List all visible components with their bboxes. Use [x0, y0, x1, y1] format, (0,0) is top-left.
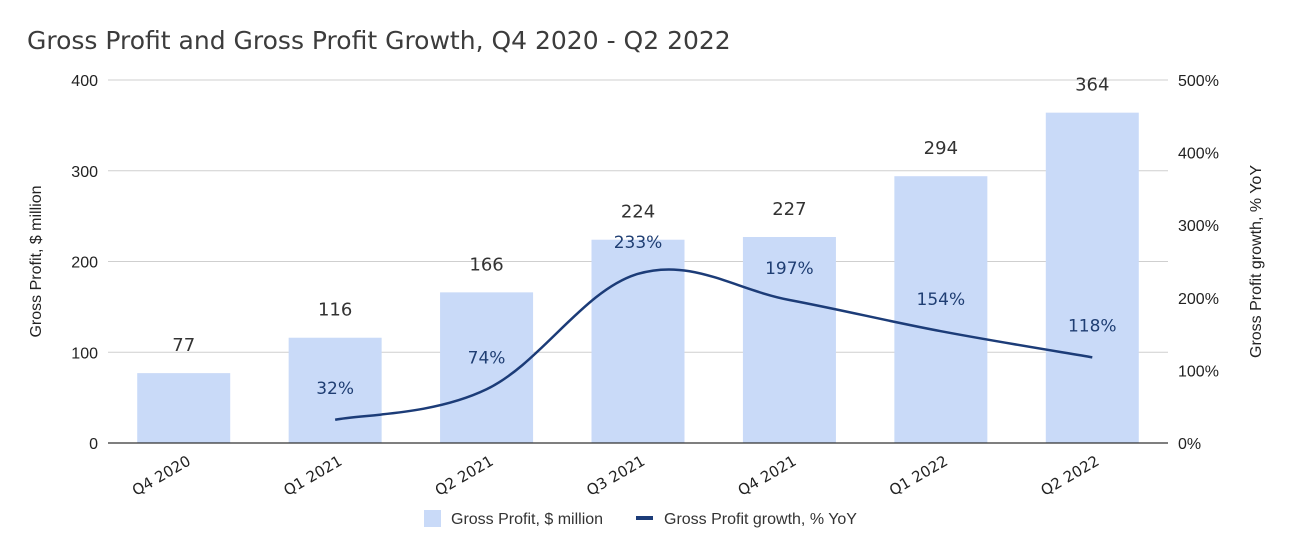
- y-tick-label-left: 200: [71, 255, 98, 272]
- legend-label-bar: Gross Profit, $ million: [451, 511, 603, 528]
- growth-line: [334, 268, 1093, 421]
- bar: [288, 337, 382, 443]
- bar-value-label: 224: [621, 202, 655, 223]
- legend: Gross Profit, $ million Gross Profit grow…: [424, 510, 857, 528]
- y-tick-label-left: 400: [71, 73, 98, 90]
- x-tick-label: Q4 2020: [129, 452, 194, 500]
- legend-swatch-line: [636, 516, 653, 520]
- y-tick-label-right: 0%: [1178, 436, 1201, 453]
- y-tick-label-left: 100: [71, 345, 98, 362]
- y-tick-label-right: 300%: [1178, 218, 1219, 235]
- x-tick-label: Q3 2021: [583, 452, 648, 500]
- chart-title: Gross Profit and Gross Profit Growth, Q4…: [27, 26, 731, 55]
- y-tick-label-left: 300: [71, 164, 98, 181]
- bar-value-label: 294: [924, 138, 958, 159]
- line-value-label: 154%: [917, 290, 966, 310]
- y-axis-title-left: Gross Profit, $ million: [28, 185, 45, 337]
- x-tick-label: Q2 2022: [1038, 452, 1103, 500]
- bar-value-label: 166: [469, 254, 503, 275]
- bar: [1045, 112, 1139, 444]
- bar: [742, 236, 836, 443]
- y-tick-label-right: 500%: [1178, 73, 1219, 90]
- data-labels: 77 116 166 224 227 294 364 32% 74% 233% 197% 154% 11…: [172, 75, 1116, 399]
- line-value-label: 74%: [468, 348, 506, 368]
- legend-swatch-bar: [424, 510, 441, 527]
- bar: [137, 373, 231, 443]
- line-series: [334, 268, 1093, 421]
- y-tick-label-left: 0: [89, 436, 98, 453]
- y-tick-label-right: 100%: [1178, 363, 1219, 380]
- bar: [894, 176, 988, 443]
- y-tick-label-right: 200%: [1178, 291, 1219, 308]
- x-tick-label: Q1 2021: [280, 452, 345, 500]
- bar-value-label: 77: [172, 335, 195, 356]
- x-tick-label: Q4 2021: [735, 452, 800, 500]
- x-tick-label: Q2 2021: [432, 452, 497, 500]
- line-value-label: 32%: [316, 379, 354, 399]
- x-tick-label: Q1 2022: [886, 452, 951, 500]
- bar-value-label: 364: [1075, 75, 1109, 96]
- y-tick-label-right: 400%: [1178, 146, 1219, 163]
- bar-series: [137, 112, 1139, 444]
- bar-value-label: 116: [318, 300, 352, 321]
- bar-value-label: 227: [772, 199, 806, 220]
- legend-label-line: Gross Profit growth, % YoY: [664, 511, 857, 528]
- y-axis-title-right: Gross Profit growth, % YoY: [1248, 165, 1265, 358]
- line-value-label: 197%: [765, 259, 814, 279]
- line-value-label: 118%: [1068, 316, 1117, 336]
- line-value-label: 233%: [614, 233, 663, 253]
